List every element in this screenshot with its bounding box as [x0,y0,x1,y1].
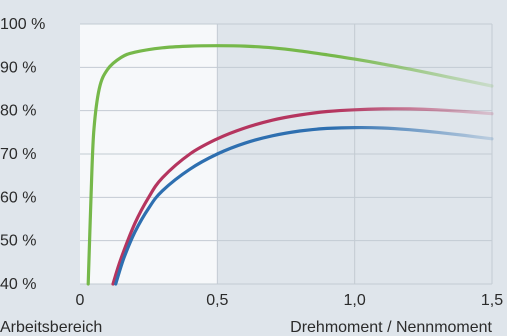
x-tick-label: 0 [76,292,85,309]
series-line-2 [114,125,494,286]
y-tick-label: 60 % [0,189,36,206]
x-axis-title: Drehmoment / Nennmoment [290,319,492,336]
x-tick-label: 0,5 [206,292,228,309]
series-lines [86,44,494,286]
x-tick-label: 1,0 [344,292,366,309]
y-tick-label: 90 % [0,59,36,76]
x-tick-labels: 0 0,5 1,0 1,5 [76,292,504,309]
y-tick-label: 100 % [0,16,45,33]
y-tick-label: 80 % [0,103,36,120]
y-tick-label: 50 % [0,233,36,250]
working-range-label: Arbeitsbereich [0,319,102,336]
y-tick-label: 70 % [0,146,36,163]
series-line-1 [111,107,494,286]
y-tick-labels: 40 % 50 % 60 % 70 % 80 % 90 % 100 % [0,16,45,293]
x-tick-label: 1,5 [481,292,503,309]
y-tick-label: 40 % [0,276,36,293]
series-line-0 [86,44,494,286]
